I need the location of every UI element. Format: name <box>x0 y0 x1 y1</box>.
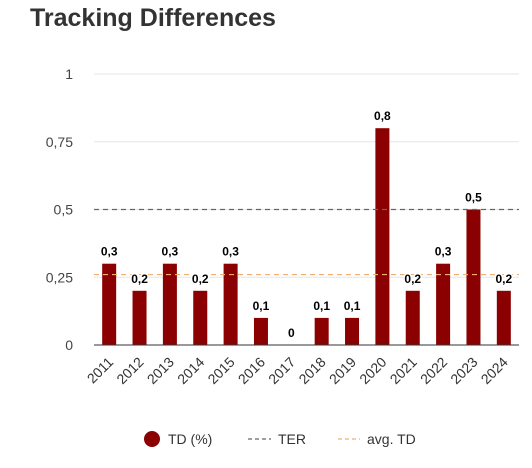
y-tick-label: 0 <box>65 337 73 353</box>
data-label: 0,3 <box>101 245 118 259</box>
x-tick-label: 2011 <box>84 354 117 387</box>
bar <box>436 263 451 345</box>
legend-swatch-td <box>144 431 160 447</box>
bar <box>466 209 481 345</box>
chart-title: Tracking Differences <box>30 4 276 32</box>
x-tick-label: 2022 <box>417 354 450 387</box>
x-tick-label: 2020 <box>356 354 389 387</box>
y-tick-label: 0,5 <box>54 202 74 218</box>
x-tick-label: 2024 <box>478 354 511 387</box>
bar <box>193 290 208 345</box>
bar <box>405 290 420 345</box>
data-label: 0,2 <box>131 272 148 286</box>
x-tick-label: 2023 <box>447 354 480 387</box>
data-label: 0,5 <box>465 191 482 205</box>
data-label: 0,8 <box>374 109 391 123</box>
bar <box>253 317 268 345</box>
data-label: 0,3 <box>435 245 452 259</box>
data-label: 0,1 <box>344 299 361 313</box>
bar <box>314 317 329 345</box>
bar <box>132 290 147 345</box>
y-tick-label: 0,25 <box>46 269 73 285</box>
legend-label-td: TD (%) <box>168 431 212 447</box>
bar <box>375 128 390 345</box>
bar <box>345 317 360 345</box>
x-tick-label: 2014 <box>174 354 207 387</box>
y-tick-label: 1 <box>65 66 73 82</box>
x-tick-label: 2012 <box>113 354 146 387</box>
data-label: 0,1 <box>313 299 330 313</box>
x-tick-label: 2013 <box>144 354 177 387</box>
legend-label-avg-td: avg. TD <box>367 431 416 447</box>
data-label: 0,3 <box>222 245 239 259</box>
bar <box>223 263 238 345</box>
bar <box>102 263 117 345</box>
data-label: 0,2 <box>495 272 512 286</box>
x-tick-label: 2019 <box>326 354 359 387</box>
data-label: 0,2 <box>192 272 209 286</box>
y-tick-label: 0,75 <box>46 134 73 150</box>
x-tick-label: 2018 <box>295 354 328 387</box>
bar <box>496 290 511 345</box>
x-tick-label: 2021 <box>387 354 420 387</box>
x-tick-label: 2015 <box>204 354 237 387</box>
data-label: 0,3 <box>162 245 179 259</box>
x-tick-label: 2016 <box>235 354 268 387</box>
x-tick-label: 2017 <box>265 354 298 387</box>
data-label: 0,2 <box>404 272 421 286</box>
data-label: 0 <box>288 326 295 340</box>
data-label: 0,1 <box>253 299 270 313</box>
legend-label-ter: TER <box>278 431 306 447</box>
bar <box>162 263 177 345</box>
